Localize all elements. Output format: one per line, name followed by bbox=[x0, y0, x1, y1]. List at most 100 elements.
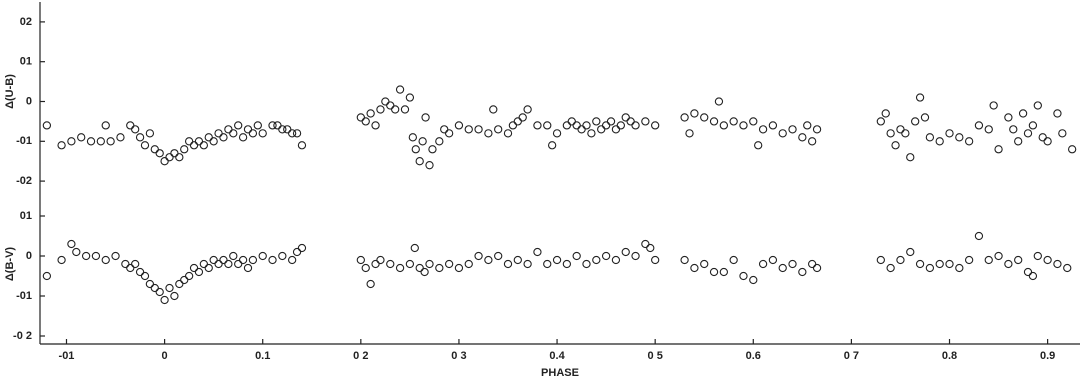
y-tick-label: 01 bbox=[20, 56, 32, 68]
data-point bbox=[444, 129, 454, 138]
data-point bbox=[474, 125, 483, 134]
data-point bbox=[145, 129, 155, 138]
data-point bbox=[945, 259, 954, 269]
y-tick-label: -0 2 bbox=[13, 330, 32, 342]
x-tick-label: 0 7 bbox=[844, 350, 859, 362]
data-point bbox=[268, 255, 277, 265]
data-point bbox=[199, 141, 208, 150]
data-point bbox=[808, 259, 817, 269]
data-point bbox=[297, 141, 307, 150]
data-point bbox=[165, 153, 174, 162]
data-point bbox=[214, 129, 223, 138]
data-point bbox=[126, 263, 135, 273]
data-point bbox=[67, 239, 76, 249]
data-point bbox=[974, 121, 984, 130]
data-point bbox=[1018, 109, 1028, 118]
data-point bbox=[680, 255, 689, 265]
data-point bbox=[1043, 255, 1052, 265]
data-point bbox=[356, 113, 365, 122]
data-point bbox=[209, 137, 218, 146]
data-point bbox=[758, 259, 768, 269]
data-point bbox=[572, 251, 581, 261]
y-tick-label: 01 bbox=[20, 210, 32, 222]
data-point bbox=[454, 263, 464, 273]
data-point bbox=[209, 255, 218, 265]
data-point bbox=[548, 141, 557, 150]
data-point bbox=[150, 283, 159, 293]
data-point bbox=[616, 121, 625, 130]
data-point bbox=[651, 255, 660, 265]
data-point bbox=[155, 149, 164, 158]
data-point bbox=[812, 263, 822, 273]
data-point bbox=[140, 141, 150, 150]
data-point bbox=[405, 93, 415, 102]
data-point bbox=[700, 113, 709, 122]
data-point bbox=[435, 263, 444, 273]
data-point bbox=[778, 129, 787, 138]
data-point bbox=[224, 125, 233, 134]
data-point bbox=[626, 117, 635, 126]
data-point bbox=[920, 113, 930, 122]
data-point bbox=[199, 259, 208, 269]
data-point bbox=[896, 255, 905, 265]
data-point bbox=[57, 141, 66, 150]
data-point bbox=[243, 125, 253, 134]
data-point bbox=[1028, 121, 1038, 130]
data-point bbox=[955, 263, 964, 273]
data-point bbox=[876, 117, 885, 126]
data-point bbox=[91, 251, 101, 261]
data-point bbox=[180, 275, 189, 285]
data-point bbox=[925, 133, 935, 142]
data-point bbox=[533, 121, 542, 130]
data-point bbox=[915, 259, 925, 269]
x-tick-label: 0.8 bbox=[942, 350, 957, 362]
x-tick-label: 0 bbox=[162, 350, 168, 362]
data-point bbox=[425, 161, 434, 170]
data-point bbox=[915, 93, 925, 102]
data-point bbox=[1023, 267, 1033, 277]
data-point bbox=[72, 247, 81, 257]
data-point bbox=[418, 137, 427, 146]
data-point bbox=[292, 129, 302, 138]
data-point bbox=[1033, 251, 1042, 261]
data-point bbox=[562, 121, 572, 130]
data-point bbox=[523, 105, 532, 114]
data-point bbox=[709, 267, 719, 277]
data-point bbox=[886, 263, 895, 273]
data-point bbox=[646, 243, 655, 253]
data-point bbox=[562, 259, 572, 269]
data-point bbox=[248, 255, 258, 265]
data-point bbox=[945, 129, 954, 138]
x-tick-label: 0.1 bbox=[255, 350, 270, 362]
data-point bbox=[812, 125, 822, 134]
data-point bbox=[170, 291, 179, 301]
data-point bbox=[994, 251, 1003, 261]
data-point bbox=[955, 133, 964, 142]
data-point bbox=[680, 113, 689, 122]
data-point bbox=[170, 149, 179, 158]
data-point bbox=[454, 121, 464, 130]
data-point bbox=[714, 97, 724, 106]
data-point bbox=[77, 133, 86, 142]
data-point bbox=[464, 259, 473, 269]
data-point bbox=[42, 271, 52, 281]
data-point bbox=[444, 259, 454, 269]
data-point bbox=[278, 251, 287, 261]
data-point bbox=[989, 101, 998, 110]
data-point bbox=[184, 271, 194, 281]
x-tick-label: 0.4 bbox=[549, 350, 565, 362]
data-point bbox=[533, 247, 542, 257]
data-point bbox=[788, 125, 797, 134]
data-point bbox=[567, 117, 576, 126]
data-point bbox=[386, 259, 395, 269]
data-point bbox=[494, 251, 503, 261]
data-point bbox=[1009, 125, 1018, 134]
x-tick-label: 0 5 bbox=[648, 350, 663, 362]
data-point bbox=[749, 275, 758, 285]
data-point bbox=[175, 153, 184, 162]
data-point bbox=[1058, 129, 1067, 138]
data-point bbox=[219, 133, 228, 142]
data-point bbox=[376, 105, 385, 114]
data-point bbox=[440, 125, 449, 134]
